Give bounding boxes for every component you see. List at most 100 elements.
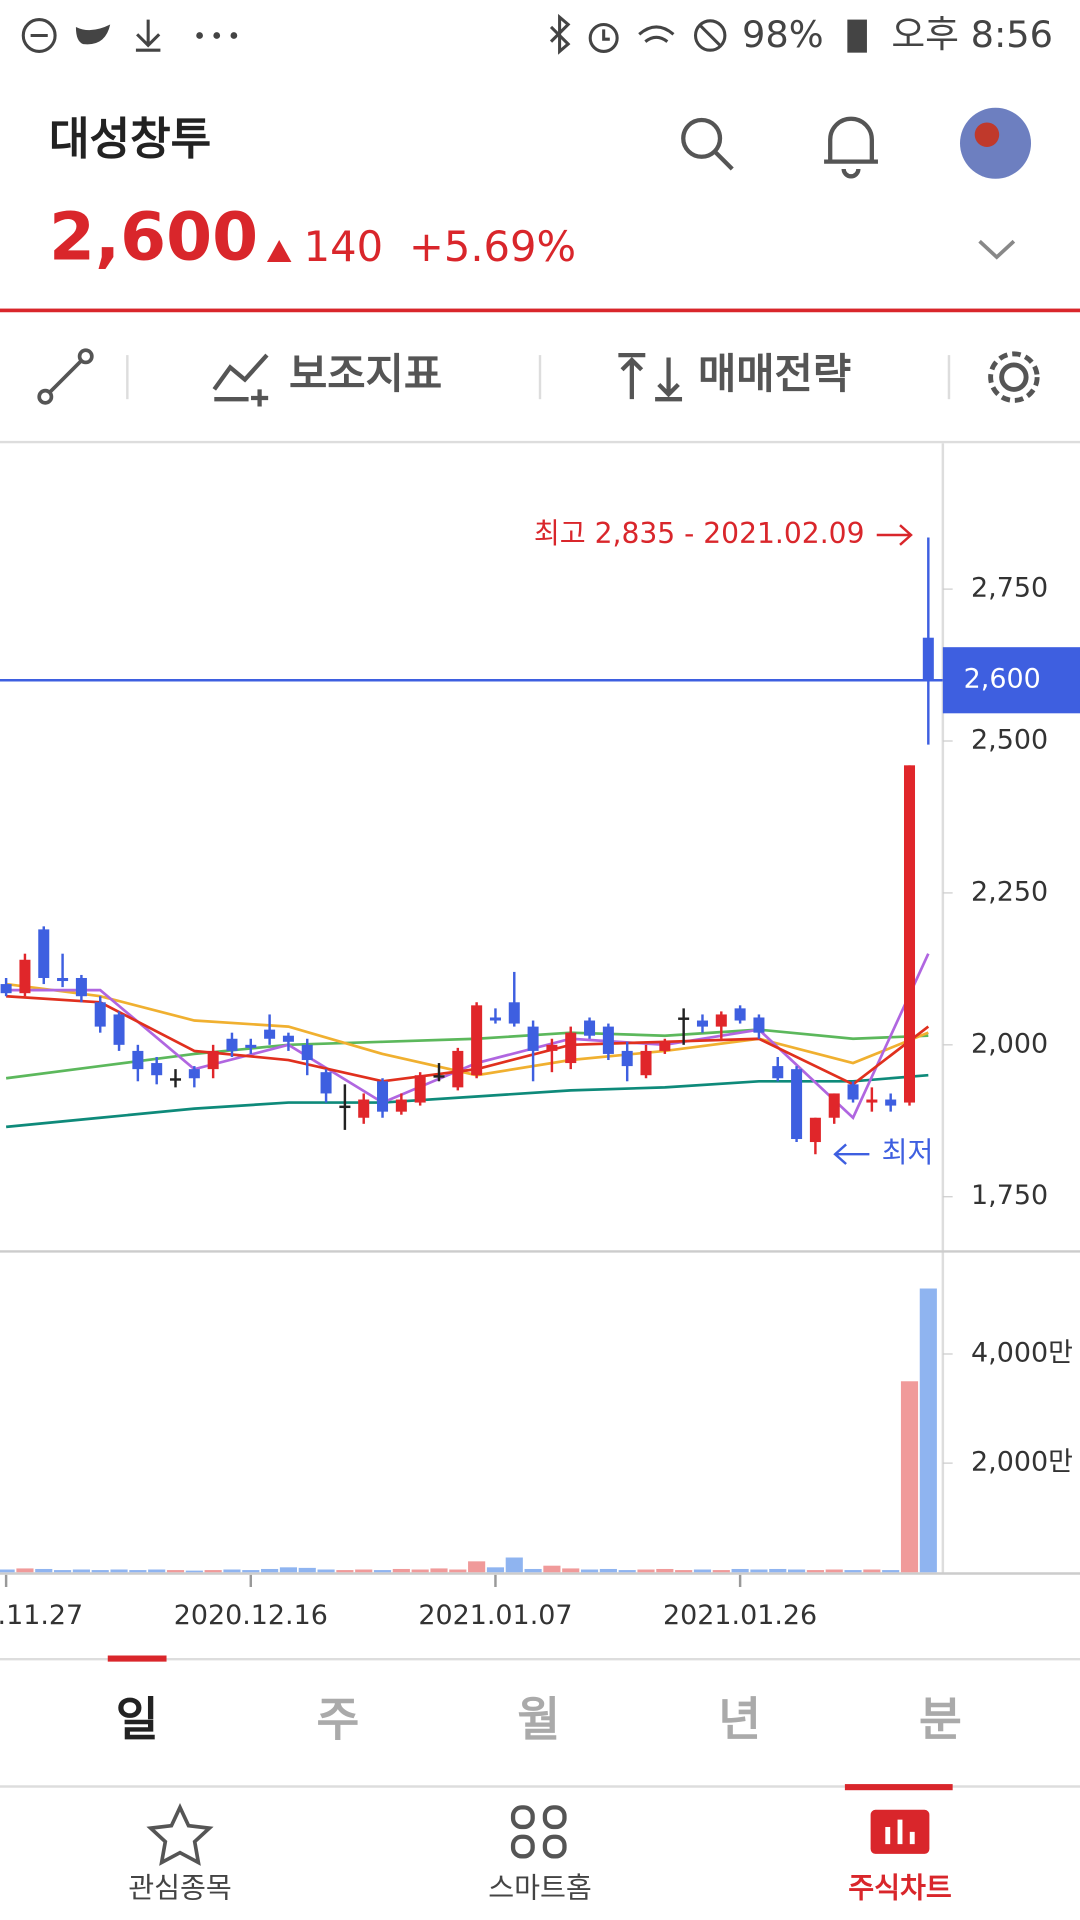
volume-bar [242,1570,260,1573]
grid-icon[interactable] [510,1805,567,1859]
strategy-icon[interactable] [618,352,683,402]
y-tick-label: 2,250 [971,876,1048,907]
candle-body [151,1063,163,1076]
candle-body [226,1038,238,1051]
volume-bar [769,1568,787,1573]
candle-body [245,1044,257,1048]
indicators-button[interactable]: 보조지표 [289,349,442,398]
period-tab[interactable]: 일 [116,1692,159,1746]
volume-bar [411,1569,429,1573]
volume-bar [468,1561,486,1573]
indicator-icon[interactable] [212,353,269,407]
volume-bar [430,1568,448,1573]
period-tab[interactable]: 주 [317,1692,360,1746]
candle-body [207,1050,219,1070]
volume-bar [844,1570,862,1573]
candle-body [584,1020,596,1036]
candle-body [452,1050,464,1088]
volume-bar [900,1381,919,1573]
candle-body [264,1029,276,1039]
nav-item[interactable]: 주식차트 [848,1871,952,1904]
volume-bar [675,1570,693,1573]
y-tick-label: 2,000 [971,1028,1048,1059]
line-tool[interactable] [37,348,94,405]
candle-body [38,929,50,978]
strategy-button[interactable]: 매매전략 [698,349,851,398]
candle-body [188,1069,200,1079]
candle-body [282,1035,294,1042]
volume-bar [204,1570,222,1573]
volume-bar [35,1568,53,1573]
volume-bar [919,1288,937,1573]
status-icons [21,13,867,55]
y-tick-label: 2,500 [971,725,1048,756]
candle-body [0,984,12,994]
candle-body [489,1017,501,1021]
candle-body [19,959,31,994]
volume-bar [317,1569,335,1573]
volume-bar [298,1567,316,1573]
volume-bar [336,1570,354,1573]
volume-bar [543,1565,561,1573]
candle-body [678,1017,690,1020]
chart-nav-icon[interactable] [870,1809,930,1854]
current-price-label: 2,600 [964,664,1041,695]
candle-body [301,1044,313,1061]
candle-body [621,1050,633,1067]
period-tab[interactable]: 분 [919,1692,962,1746]
x-tick-label: 2020.12.16 [174,1600,328,1631]
volume-tick-label: 4,000만 [971,1337,1073,1368]
candle-body [715,1014,727,1027]
volume-bar [166,1570,185,1573]
volume-bar [0,1569,15,1573]
volume-bar [261,1568,279,1573]
expand-icon[interactable] [978,239,1016,260]
candle-body [527,1026,539,1051]
star-icon[interactable] [146,1803,214,1866]
candle-body [169,1078,182,1081]
candle-body [659,1041,671,1051]
candle-body [772,1066,784,1079]
candle-body [358,1099,370,1118]
volume-bar [223,1569,241,1573]
x-tick-label: 2021.01.07 [418,1600,572,1631]
volume-bar [618,1570,636,1573]
volume-bar [825,1569,843,1573]
period-tab[interactable]: 년 [718,1692,761,1746]
battery-text: 98% [742,13,824,56]
volume-bar [148,1569,166,1573]
settings-icon[interactable] [988,351,1040,403]
nav-item[interactable]: 스마트홈 [488,1871,592,1904]
volume-bar [750,1569,768,1573]
price-plot: 최고 2,835 - 2021.02.09 최저 [0,517,943,1169]
volume-bar [656,1568,674,1573]
header-divider [0,308,1080,313]
candle-body [753,1017,765,1033]
change-pct: +5.69% [409,222,576,271]
volume-bar [373,1570,392,1573]
bell-icon[interactable] [824,116,878,179]
candle-body [57,977,69,982]
tab-indicator [107,1655,167,1662]
volume-bar [110,1569,128,1573]
x-tick-label: 2021.01.26 [663,1600,817,1631]
nav-item[interactable]: 관심종목 [128,1871,232,1904]
high-annotation: 최고 2,835 - 2021.02.09 [534,517,865,550]
change: 140 [304,222,383,271]
volume-bar [806,1570,824,1573]
candle-body [132,1050,144,1070]
current-price-box [942,647,1080,714]
candle-body [414,1075,426,1103]
volume-bar [129,1570,147,1573]
volume-bar [355,1569,373,1573]
low-annotation: 최저 [882,1136,934,1169]
candle-body [94,1002,106,1027]
volume-bar [524,1568,542,1573]
volume-bar [712,1570,730,1573]
volume-bar [392,1568,410,1573]
candle-body [696,1020,708,1027]
candle-body [75,977,87,997]
search-icon[interactable] [681,117,734,171]
period-tab[interactable]: 월 [517,1692,560,1746]
